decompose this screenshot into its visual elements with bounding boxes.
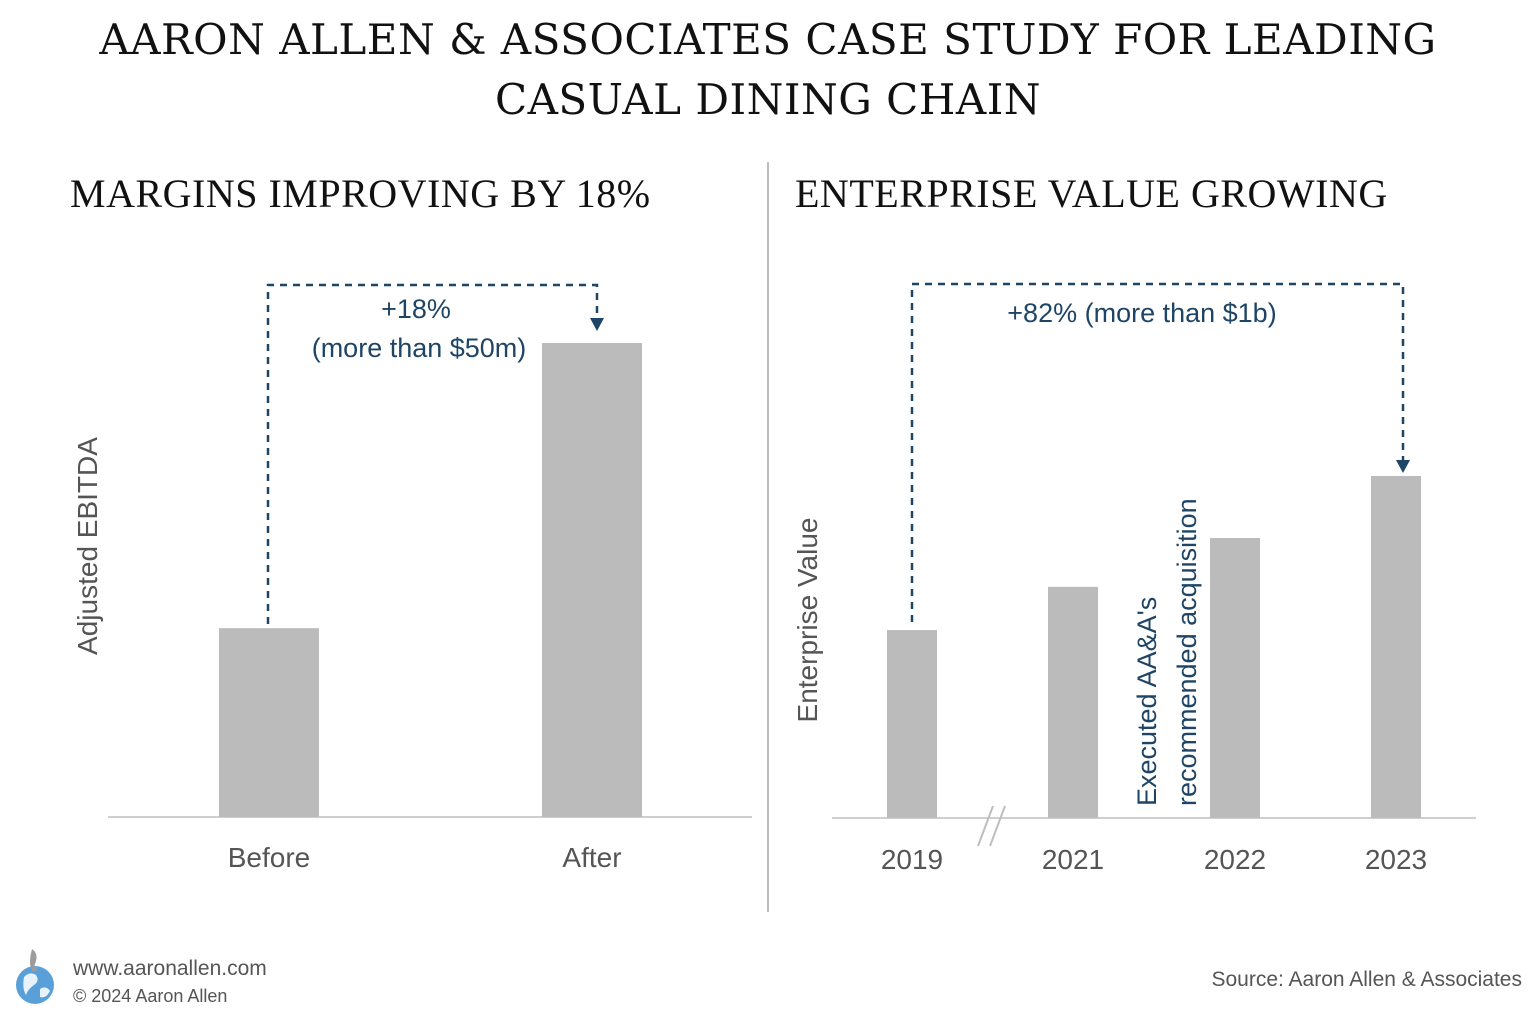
left-bar-after — [542, 343, 642, 817]
right-tick-label-2019: 2019 — [881, 844, 943, 875]
right-bar-2021 — [1048, 586, 1098, 818]
left-bar-before — [219, 628, 319, 817]
left-arrow-head-icon — [590, 318, 604, 331]
left-tick-label-before: Before — [228, 842, 311, 873]
footer-source: Source: Aaron Allen & Associates — [1211, 968, 1522, 991]
left-tick-label-after: After — [562, 842, 621, 873]
right-tick-label-2023: 2023 — [1365, 844, 1427, 875]
axis-break-mark-2 — [989, 805, 1006, 847]
acquisition-note-line-2: recommended acquisition — [1172, 498, 1202, 806]
left-bars-group: Before After — [219, 343, 642, 873]
axis-break-mark-1 — [977, 805, 994, 847]
right-annotation: +82% (more than $1b) — [1007, 298, 1276, 328]
left-chart-title: MARGINS IMPROVING BY 18% — [70, 171, 651, 216]
left-growth-connector — [266, 283, 599, 624]
right-arrow-head-icon — [1396, 460, 1410, 473]
right-bar-2019 — [887, 630, 937, 818]
acquisition-note-line-1: Executed AA&A's — [1132, 597, 1162, 806]
footer-website: www.aaronallen.com — [73, 957, 267, 980]
title-line-2: CASUAL DINING CHAIN — [494, 75, 1042, 124]
left-y-axis-label: Adjusted EBITDA — [72, 437, 103, 655]
panel-divider — [767, 162, 769, 912]
right-chart-title: ENTERPRISE VALUE GROWING — [795, 171, 1388, 216]
left-annotation-pct: +18% — [381, 294, 451, 324]
right-tick-label-2021: 2021 — [1042, 844, 1104, 875]
right-bar-2023 — [1371, 476, 1421, 818]
left-annotation-amount: (more than $50m) — [312, 333, 527, 363]
right-bar-2022 — [1210, 538, 1260, 818]
right-y-axis-label: Enterprise Value — [792, 518, 823, 723]
page-title: AARON ALLEN & ASSOCIATES CASE STUDY FOR … — [0, 10, 1536, 130]
right-bars-group: 2019 2021 2022 2023 — [881, 476, 1427, 875]
right-tick-label-2022: 2022 — [1204, 844, 1266, 875]
title-line-1: AARON ALLEN & ASSOCIATES CASE STUDY FOR … — [99, 15, 1437, 64]
right-growth-connector — [910, 282, 1405, 622]
footer-copyright: © 2024 Aaron Allen — [73, 986, 228, 1006]
